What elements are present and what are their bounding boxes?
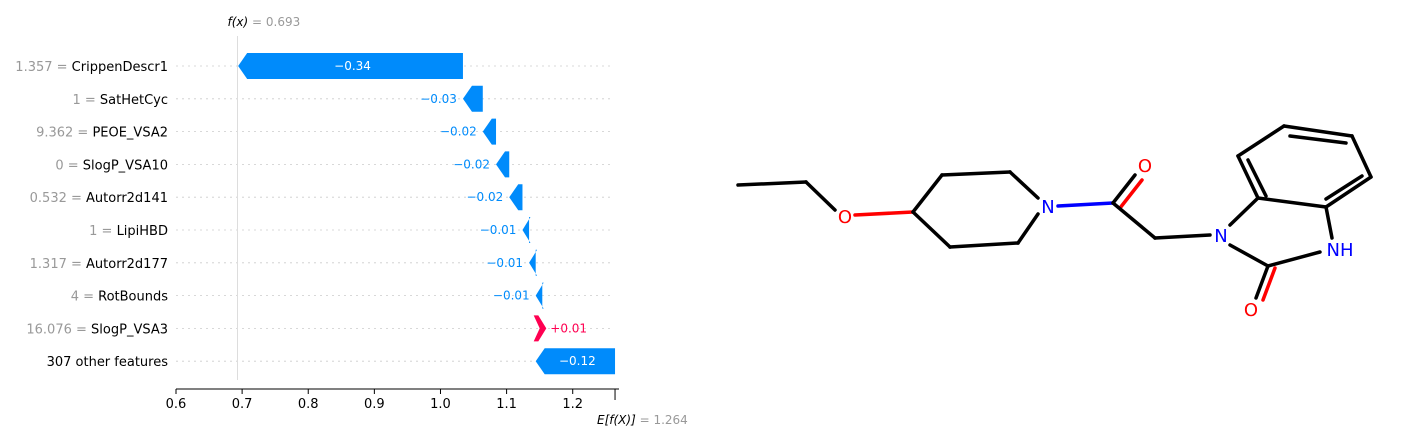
contribution-label: +0.01 [550, 321, 587, 335]
waterfall-bar [535, 348, 616, 375]
contribution-label: −0.02 [466, 190, 503, 204]
waterfall-bar [482, 118, 497, 145]
atom-label: NH [1327, 240, 1354, 261]
feature-label: 1.357 = CrippenDescr1 [15, 60, 168, 75]
x-tick-label: 1.0 [430, 397, 451, 412]
feature-name: PEOE_VSA2 [92, 126, 168, 141]
base-symbol: E[f(X)] [597, 413, 636, 427]
feature-label: 307 other features [47, 355, 169, 370]
atom-label: O [838, 207, 852, 228]
fx-symbol: f(x) [227, 15, 248, 29]
feature-value: 1.357 = [15, 60, 71, 75]
x-tick-label: 1.2 [562, 397, 583, 412]
feature-value: 9.362 = [36, 126, 92, 141]
feature-label: 1 = SatHetCyc [72, 93, 168, 108]
fx-value: = 0.693 [248, 15, 300, 29]
contribution-label: −0.01 [480, 223, 517, 237]
x-tick-label: 0.7 [232, 397, 253, 412]
shap-waterfall-chart: f(x) = 0.693 −0.34 1.357 = CrippenDescr1 −0… [15, 15, 688, 427]
feature-label: 16.076 = SlogP_VSA3 [26, 322, 168, 337]
waterfall-bar [522, 217, 531, 243]
feature-name: CrippenDescr1 [72, 60, 168, 75]
molecule-bonds [736, 124, 1373, 302]
x-tick-label: 0.6 [166, 397, 187, 412]
feature-name: Autorr2d177 [86, 257, 168, 272]
base-value: = 1.264 [636, 413, 688, 427]
contribution-label: −0.02 [453, 157, 490, 171]
feature-label: 9.362 = PEOE_VSA2 [36, 126, 168, 141]
atom-label: O [1138, 156, 1152, 177]
feature-name: LipiHBD [117, 224, 168, 239]
atom-label: N [1041, 197, 1054, 218]
molecule-structure: O N O N NH O [736, 124, 1373, 321]
feature-value: 1.317 = [30, 257, 86, 272]
feature-value: 0 = [55, 158, 82, 173]
feature-name: 307 other features [47, 355, 169, 370]
contribution-label: −0.03 [420, 92, 457, 106]
contribution-label: −0.34 [334, 59, 371, 73]
feature-name: SlogP_VSA3 [91, 322, 168, 337]
waterfall-bar [509, 184, 523, 211]
feature-label: 0 = SlogP_VSA10 [55, 158, 168, 173]
feature-name: Autorr2d141 [86, 191, 168, 206]
fx-label: f(x) = 0.693 [227, 15, 300, 29]
feature-value: 1 = [89, 224, 116, 239]
feature-label: 4 = RotBounds [71, 290, 169, 305]
feature-label: 1 = LipiHBD [89, 224, 168, 239]
waterfall-bar [496, 151, 510, 178]
feature-name: SlogP_VSA10 [83, 158, 168, 173]
feature-label: 1.317 = Autorr2d177 [30, 257, 168, 272]
waterfall-bar [462, 85, 483, 112]
atom-label: O [1244, 300, 1258, 321]
feature-value: 4 = [71, 290, 98, 305]
feature-name: RotBounds [98, 290, 168, 305]
feature-name: SatHetCyc [100, 93, 168, 108]
contribution-label: −0.01 [493, 289, 530, 303]
molecule-atom-labels: O N O N NH O [838, 156, 1354, 321]
waterfall-bar [535, 282, 544, 309]
base-value-label: E[f(X)] = 1.264 [597, 413, 688, 427]
feature-label: 0.532 = Autorr2d141 [30, 191, 168, 206]
feature-value: 1 = [72, 93, 99, 108]
feature-value: 16.076 = [26, 322, 91, 337]
waterfall-bar [529, 249, 538, 276]
contribution-label: −0.12 [559, 354, 596, 368]
waterfall-bar [533, 315, 547, 342]
x-tick-label: 0.9 [364, 397, 385, 412]
atom-label: N [1214, 226, 1227, 247]
contribution-label: −0.01 [486, 256, 523, 270]
contribution-label: −0.02 [440, 125, 477, 139]
x-tick-label: 0.8 [298, 397, 319, 412]
feature-value: 0.532 = [30, 191, 86, 206]
waterfall-bar [238, 53, 463, 79]
x-tick-label: 1.1 [496, 397, 517, 412]
